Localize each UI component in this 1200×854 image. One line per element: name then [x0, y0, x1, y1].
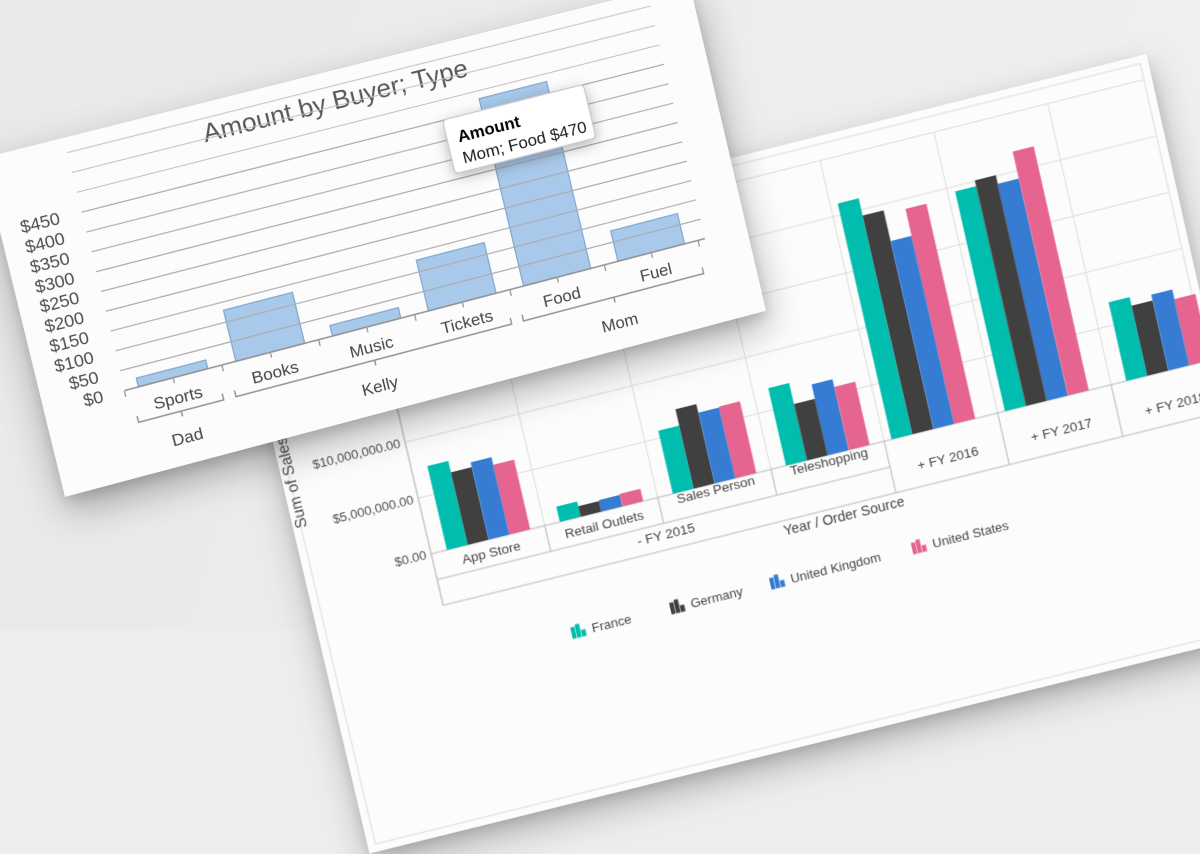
svg-text:+ FY 2017: + FY 2017: [1029, 415, 1093, 445]
svg-text:Mom: Mom: [600, 308, 640, 336]
svg-text:$10,000,000.00: $10,000,000.00: [311, 436, 402, 472]
svg-text:Tickets: Tickets: [439, 306, 495, 338]
svg-text:France: France: [590, 612, 633, 636]
svg-text:Year / Order Source: Year / Order Source: [782, 493, 906, 538]
svg-text:$0: $0: [81, 387, 105, 411]
svg-text:Germany: Germany: [689, 584, 745, 611]
svg-text:$0.00: $0.00: [393, 547, 428, 569]
svg-text:Sports: Sports: [151, 382, 205, 414]
svg-text:Kelly: Kelly: [360, 372, 401, 400]
svg-text:Music: Music: [348, 332, 396, 362]
svg-text:Books: Books: [250, 357, 301, 388]
svg-text:$5,000,000.00: $5,000,000.00: [331, 492, 415, 526]
svg-text:United States: United States: [931, 518, 1010, 551]
svg-text:Dad: Dad: [170, 423, 205, 450]
svg-text:Fuel: Fuel: [638, 259, 674, 286]
svg-text:+ FY 2018: + FY 2018: [1143, 389, 1200, 419]
svg-text:United Kingdom: United Kingdom: [789, 550, 882, 587]
svg-text:+ FY 2016: + FY 2016: [916, 443, 980, 473]
